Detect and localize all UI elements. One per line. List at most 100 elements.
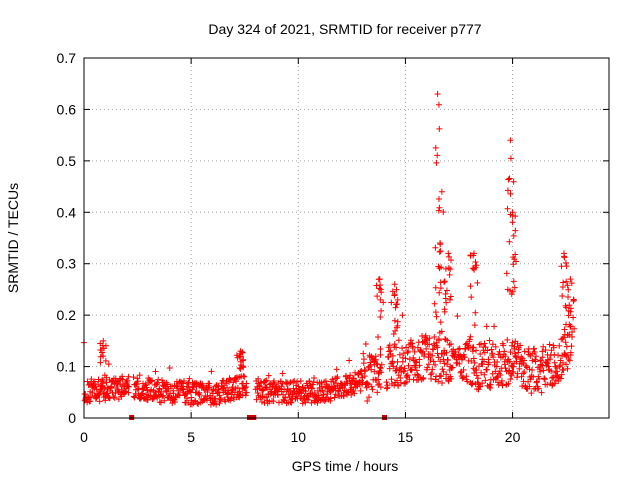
data-point (408, 366, 415, 373)
data-point (184, 380, 191, 387)
data-point (537, 368, 544, 375)
data-point (161, 397, 168, 404)
data-point (286, 380, 293, 387)
data-point (541, 376, 548, 383)
data-point (393, 324, 400, 331)
data-point (392, 327, 399, 334)
data-point (160, 392, 167, 399)
data-point (557, 375, 564, 382)
data-point (475, 375, 482, 382)
data-point (428, 375, 435, 382)
data-point (125, 383, 132, 390)
data-point (397, 375, 404, 382)
data-point (287, 379, 294, 386)
data-point (432, 309, 439, 316)
data-point (471, 250, 477, 257)
data-point (368, 383, 375, 390)
data-point (105, 361, 112, 368)
data-point (389, 360, 396, 367)
data-point (154, 379, 161, 386)
x-tick-label: 0 (80, 429, 88, 445)
data-point (351, 390, 358, 397)
data-point (243, 380, 250, 387)
data-point (431, 334, 438, 341)
data-point (186, 375, 193, 382)
data-point (171, 398, 178, 405)
data-point (444, 337, 451, 344)
data-point (469, 265, 476, 272)
data-point (464, 378, 471, 385)
data-point (102, 357, 109, 364)
data-point (144, 387, 151, 394)
data-point (441, 360, 448, 367)
data-point (119, 376, 126, 383)
data-point (432, 361, 439, 368)
data-point (291, 378, 298, 385)
x-tick-label: 20 (505, 429, 521, 445)
data-point (565, 332, 572, 339)
data-point (376, 380, 383, 387)
data-point (526, 366, 533, 373)
data-point (373, 282, 380, 289)
data-point (298, 390, 305, 397)
data-point (322, 384, 329, 391)
data-point (466, 336, 473, 343)
data-point (469, 348, 476, 355)
data-point (497, 371, 504, 378)
data-point (148, 377, 155, 384)
data-point (431, 300, 438, 307)
data-point (139, 390, 146, 397)
data-point (96, 391, 103, 398)
data-point (434, 152, 441, 159)
data-point (538, 389, 545, 396)
data-point (391, 341, 398, 348)
data-point (445, 250, 452, 257)
data-point (506, 367, 513, 374)
data-point (88, 376, 95, 383)
data-point (566, 302, 573, 309)
data-point (391, 281, 398, 288)
data-point (411, 348, 418, 355)
data-point (204, 389, 211, 396)
data-point (112, 390, 119, 397)
data-point (372, 356, 379, 363)
data-point (503, 270, 510, 277)
data-point (499, 382, 506, 389)
data-point (547, 352, 554, 359)
data-point (365, 394, 372, 401)
data-point (433, 159, 440, 166)
data-point (346, 357, 353, 364)
data-point (394, 296, 401, 303)
data-point (516, 365, 523, 372)
data-point (571, 325, 578, 332)
data-point (331, 394, 338, 401)
data-point (429, 366, 436, 373)
data-point (412, 364, 419, 371)
data-point (230, 379, 237, 386)
data-point (170, 390, 177, 397)
y-tick-label: 0.2 (57, 307, 77, 323)
data-point (536, 375, 543, 382)
data-point (491, 323, 498, 330)
data-point (100, 378, 107, 385)
data-point (234, 384, 241, 391)
data-point (510, 261, 517, 268)
data-point (454, 313, 461, 320)
data-point (396, 351, 403, 358)
data-point (404, 349, 411, 356)
data-point (506, 175, 513, 182)
data-point (407, 337, 414, 344)
data-point (236, 364, 243, 371)
data-point (403, 344, 410, 351)
data-point (395, 337, 402, 344)
data-point (98, 382, 105, 389)
data-point (504, 336, 511, 343)
y-tick-label: 0 (68, 410, 76, 426)
data-point (393, 301, 400, 308)
data-point (262, 384, 269, 391)
data-point (512, 353, 519, 360)
data-point (509, 339, 516, 346)
data-point (105, 394, 112, 401)
data-point (327, 395, 334, 402)
data-point (377, 313, 384, 320)
